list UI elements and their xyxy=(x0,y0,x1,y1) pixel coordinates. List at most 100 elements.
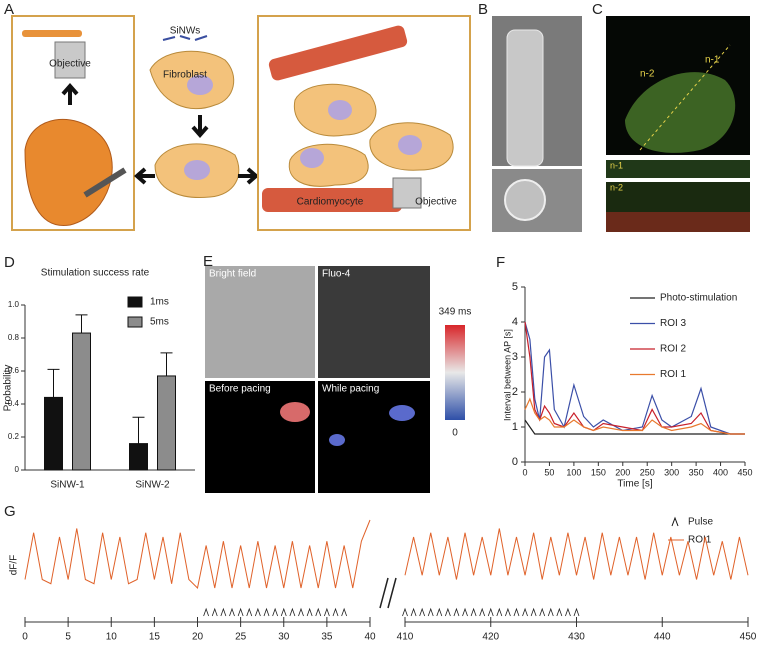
y-axis-label: Probability xyxy=(3,365,14,412)
heart-icon xyxy=(24,119,113,227)
pulse xyxy=(237,607,244,617)
image-title: Before pacing xyxy=(209,384,271,395)
label: SiNWs xyxy=(170,26,201,37)
objective-icon xyxy=(392,177,422,209)
x-tick-label: 20 xyxy=(192,632,204,643)
section-line xyxy=(639,44,731,151)
panel-label: B xyxy=(478,1,488,18)
legend-swatch xyxy=(127,316,143,328)
panel-label: A xyxy=(4,1,14,18)
sample-slide xyxy=(22,30,82,37)
pulse xyxy=(263,607,270,617)
legend-label: 1ms xyxy=(150,297,169,308)
nucleus xyxy=(328,100,352,120)
pulse xyxy=(323,607,330,617)
cardiomyocyte-icon xyxy=(268,25,408,81)
error-bar xyxy=(132,416,145,444)
pulse xyxy=(530,607,537,617)
trace xyxy=(404,528,749,580)
panel-label: D xyxy=(4,254,15,271)
pulse xyxy=(315,607,322,617)
legend-swatch xyxy=(127,296,143,308)
label: Fibroblast xyxy=(163,70,207,81)
legend-label: Pulse xyxy=(688,517,713,528)
panel-label: F xyxy=(496,254,505,271)
x-axis-label: Time [s] xyxy=(617,479,652,490)
pulse xyxy=(436,607,443,617)
pulse xyxy=(505,607,511,617)
nucleus xyxy=(184,160,210,180)
nanowire xyxy=(506,29,544,167)
pulse xyxy=(229,607,235,617)
pulse xyxy=(410,607,417,617)
syringe-icon xyxy=(83,167,127,198)
label: Objective xyxy=(415,197,457,208)
line-series xyxy=(524,419,745,435)
legend-pulse xyxy=(671,516,679,527)
pulse xyxy=(573,607,580,617)
arrow xyxy=(191,115,209,139)
micrograph xyxy=(318,266,430,378)
x-tick-label: 450 xyxy=(740,632,757,643)
nucleus xyxy=(300,148,324,168)
pulse xyxy=(203,607,210,617)
nucleus xyxy=(398,135,422,155)
colorbar-min: 0 xyxy=(452,428,458,439)
pulse xyxy=(211,607,218,617)
legend-label: ROI1 xyxy=(688,535,712,546)
pulse xyxy=(289,607,296,617)
pulse xyxy=(453,607,460,617)
cardiomyocyte-icon xyxy=(262,188,402,212)
pulse xyxy=(444,607,451,617)
confocal-image xyxy=(606,160,750,178)
bar xyxy=(72,332,91,471)
legend-label: ROI 2 xyxy=(660,344,687,355)
pulse xyxy=(547,607,554,617)
confocal-band xyxy=(606,212,750,232)
pulse xyxy=(470,607,477,617)
line-series xyxy=(524,321,745,435)
x-tick-label: 5 xyxy=(65,632,71,643)
frame xyxy=(11,15,135,231)
x-tick-label: 250 xyxy=(640,467,655,477)
x-tick-label: 0 xyxy=(22,632,28,643)
pulse xyxy=(272,607,279,617)
y-tick-label: 0.8 xyxy=(8,333,20,342)
y-axis-label: Interval between AP [s] xyxy=(502,329,512,421)
y-tick-label: 1 xyxy=(512,421,518,433)
legend-label: Photo-stimulation xyxy=(660,293,737,304)
y-tick-label: 0.6 xyxy=(8,366,20,375)
y-tick-label: 4 xyxy=(512,316,518,328)
pulse xyxy=(479,607,486,617)
legend-label: 5ms xyxy=(150,317,169,328)
pulse xyxy=(427,607,434,617)
roi-region xyxy=(329,434,345,446)
x-tick-label: 15 xyxy=(149,632,161,643)
label: n-1 xyxy=(705,55,720,66)
axis-break xyxy=(379,577,397,609)
y-tick-label: 0 xyxy=(512,456,518,468)
bar xyxy=(129,443,148,471)
x-tick-label: 450 xyxy=(737,467,752,477)
y-tick-label: 0.2 xyxy=(8,432,20,441)
pulse xyxy=(419,607,426,617)
y-tick-label: 0 xyxy=(15,465,20,474)
legend-label: ROI 1 xyxy=(660,369,687,380)
x-tick-label: 35 xyxy=(321,632,333,643)
arrow xyxy=(61,82,79,105)
x-tick-label: 200 xyxy=(615,467,630,477)
pulse xyxy=(306,607,313,617)
y-tick-label: 0.4 xyxy=(8,399,20,408)
y-axis-label: dF/F xyxy=(9,555,20,576)
pulse xyxy=(565,607,571,617)
colorbar xyxy=(445,325,465,420)
x-tick-label: SiNW-1 xyxy=(50,480,85,491)
x-tick-label: 30 xyxy=(278,632,290,643)
y-tick-label: 5 xyxy=(512,281,518,293)
pulse xyxy=(462,607,468,617)
x-tick-label: 300 xyxy=(664,467,679,477)
roi-region xyxy=(389,405,415,421)
bar xyxy=(157,375,176,471)
x-tick-label: 400 xyxy=(713,467,728,477)
chart-title: Stimulation success rate xyxy=(41,268,150,279)
